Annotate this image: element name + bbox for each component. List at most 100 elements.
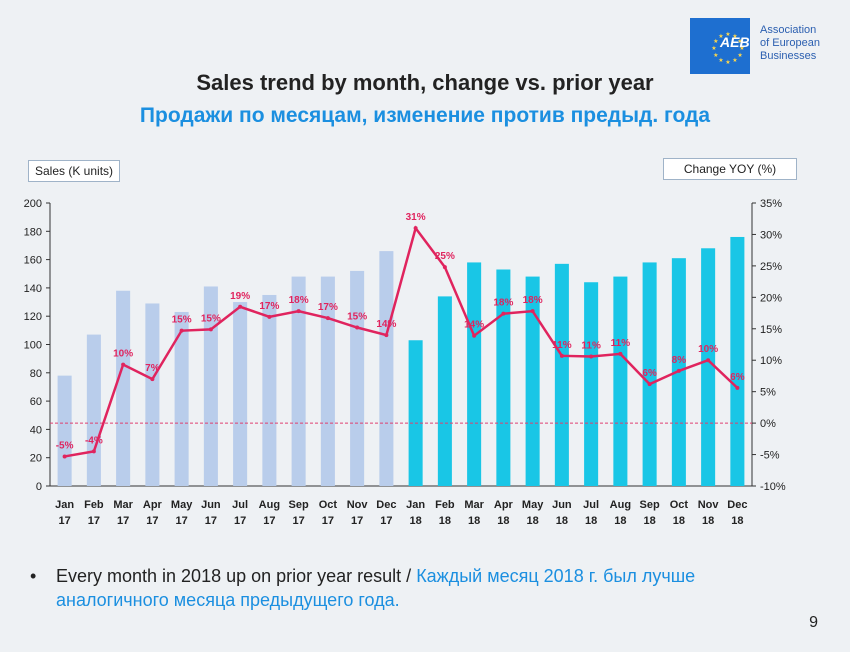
x-tick-label-month: Jul (583, 499, 599, 511)
sales-bar (613, 276, 628, 486)
y-left-axis-label: Sales (K units) (28, 160, 121, 182)
x-tick-label-month: Jun (201, 499, 221, 511)
aeb-logo: ★ ★ ★ ★ ★ ★ ★ ★ ★ ★ ★ ★ AEB (690, 18, 750, 74)
sales-bar (554, 263, 569, 486)
yoy-data-label: 10% (113, 349, 133, 360)
x-tick-label-month: Oct (319, 499, 338, 511)
y-left-tick-label: 40 (30, 424, 42, 436)
yoy-point (179, 328, 184, 333)
org-line: of European (760, 37, 820, 49)
x-tick-label-year: 18 (702, 515, 714, 527)
y-right-tick-label: 0% (760, 418, 776, 430)
yoy-point (676, 368, 681, 373)
x-tick-label-month: Jul (232, 499, 248, 511)
x-tick-label-month: Aug (259, 499, 280, 511)
x-tick-label-month: May (522, 499, 544, 511)
sales-bar (350, 270, 365, 486)
y-left-tick-label: 160 (24, 255, 42, 267)
yoy-data-label: 11% (611, 338, 631, 349)
bullet-text-ru: Каждый месяц 2018 г. был лучше аналогичн… (56, 566, 696, 610)
x-tick-label-year: 18 (614, 515, 626, 527)
sales-bar (291, 276, 306, 486)
x-tick-label-year: 18 (410, 515, 422, 527)
yoy-point (208, 327, 213, 332)
sales-bar (203, 286, 218, 486)
yoy-point (91, 449, 96, 454)
yoy-point (735, 385, 740, 390)
x-tick-label-year: 17 (234, 515, 246, 527)
sales-bar (57, 375, 72, 486)
yoy-data-label: 18% (523, 295, 543, 306)
x-tick-label-year: 17 (263, 515, 275, 527)
x-tick-label-month: Aug (610, 499, 631, 511)
yoy-data-label: 8% (672, 355, 687, 366)
y-left-tick-label: 20 (30, 453, 42, 465)
org-line: Association (760, 24, 817, 36)
x-tick-label-year: 18 (731, 515, 743, 527)
x-tick-label-month: Dec (376, 499, 396, 511)
yoy-point (296, 309, 301, 314)
sales-bar (642, 262, 657, 486)
star-icon: ★ (713, 38, 718, 45)
yoy-data-label: 6% (642, 368, 657, 379)
star-icon: ★ (718, 33, 723, 40)
yoy-change-line (64, 225, 739, 458)
yoy-point (413, 226, 418, 231)
x-tick-label-year: 17 (146, 515, 158, 527)
x-tick-label-year: 18 (527, 515, 539, 527)
logo-text: AEB (720, 34, 750, 50)
star-icon: ★ (739, 45, 744, 52)
y-left-tick-label: 180 (24, 226, 42, 238)
x-tick-label-month: Jun (552, 499, 572, 511)
yoy-point (501, 311, 506, 316)
x-tick-label-year: 18 (439, 515, 451, 527)
x-tick-label-year: 18 (497, 515, 509, 527)
x-tick-label-year: 17 (117, 515, 129, 527)
y-right-tick-label: 25% (760, 261, 782, 273)
y-right-axis-label: Change YOY (%) (663, 158, 797, 180)
x-tick-label-month: Jan (406, 499, 425, 511)
sales-bar (145, 303, 160, 486)
yoy-point (325, 316, 330, 321)
x-tick-label-year: 17 (176, 515, 188, 527)
y-right-tick-label: 35% (760, 198, 782, 210)
yoy-data-label: 15% (347, 312, 367, 323)
x-tick-label-year: 17 (322, 515, 334, 527)
bullet-text: Every month in 2018 up on prior year res… (56, 564, 776, 612)
yoy-data-label: 14% (376, 319, 396, 330)
sales-bar (408, 340, 423, 486)
yoy-point (442, 265, 447, 270)
yoy-point (559, 353, 564, 358)
sales-bar (496, 269, 511, 486)
yoy-point (62, 454, 67, 459)
sales-bar (467, 262, 482, 486)
star-icon: ★ (711, 45, 716, 52)
sales-bar (730, 236, 745, 486)
sales-bar (174, 311, 189, 486)
yoy-point (589, 354, 594, 359)
x-tick-label-month: Dec (727, 499, 747, 511)
y-left-tick-label: 0 (36, 481, 42, 493)
y-right-tick-label: 5% (760, 387, 776, 399)
star-icon: ★ (737, 38, 742, 45)
star-icon: ★ (732, 33, 737, 40)
x-tick-label-year: 18 (468, 515, 480, 527)
x-tick-label-month: Apr (143, 499, 163, 511)
sales-bar (379, 251, 394, 486)
sales-bar (116, 290, 131, 486)
y-left-tick-label: 60 (30, 396, 42, 408)
yoy-point (267, 314, 272, 319)
yoy-point (472, 333, 477, 338)
slide-title: Sales trend by month, change vs. prior y… (196, 70, 654, 95)
x-tick-label-month: Feb (84, 499, 104, 511)
x-tick-label-month: Jan (55, 499, 74, 511)
x-tick-label-year: 18 (673, 515, 685, 527)
sales-bar (86, 334, 101, 486)
y-left-tick-label: 200 (24, 198, 42, 210)
yoy-data-label: 15% (172, 315, 192, 326)
star-icon: ★ (713, 52, 718, 59)
x-tick-label-month: Feb (435, 499, 455, 511)
x-tick-label-month: Sep (289, 499, 309, 511)
y-right-tick-label: 15% (760, 324, 782, 336)
